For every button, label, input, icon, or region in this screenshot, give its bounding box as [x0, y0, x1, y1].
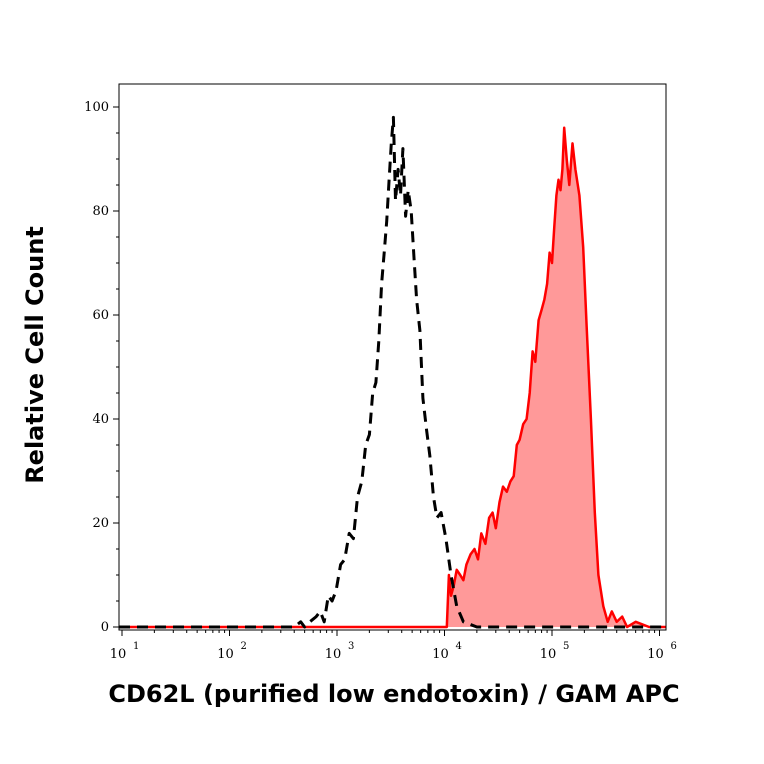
x-tick-label: 10 [110, 647, 127, 662]
plot-frame [118, 83, 667, 631]
series-2-fill [119, 127, 666, 628]
x-tick-exponent: 6 [671, 641, 677, 652]
y-tick-label: 60 [92, 308, 109, 323]
y-tick-label: 40 [92, 412, 109, 427]
x-tick-exponent: 4 [456, 641, 462, 652]
x-tick-exponent: 2 [241, 641, 247, 652]
x-tick-exponent: 1 [133, 641, 139, 652]
x-tick-label: 10 [647, 647, 664, 662]
x-tick-label: 10 [432, 647, 449, 662]
plot-series [119, 115, 666, 629]
y-tick-label: 100 [84, 100, 109, 115]
x-tick-label: 10 [217, 647, 234, 662]
y-tick-label: 20 [92, 516, 109, 531]
y-tick-label: 0 [101, 620, 109, 635]
series-2-line [119, 126, 666, 629]
x-tick-exponent: 5 [563, 641, 569, 652]
x-tick-label: 10 [325, 647, 342, 662]
x-tick-label: 10 [540, 647, 557, 662]
y-tick-label: 80 [92, 204, 109, 219]
y-axis-title: Relative Cell Count [21, 226, 49, 484]
x-axis-title: CD62L (purified low endotoxin) / GAM APC [108, 680, 679, 708]
x-tick-exponent: 3 [348, 641, 354, 652]
